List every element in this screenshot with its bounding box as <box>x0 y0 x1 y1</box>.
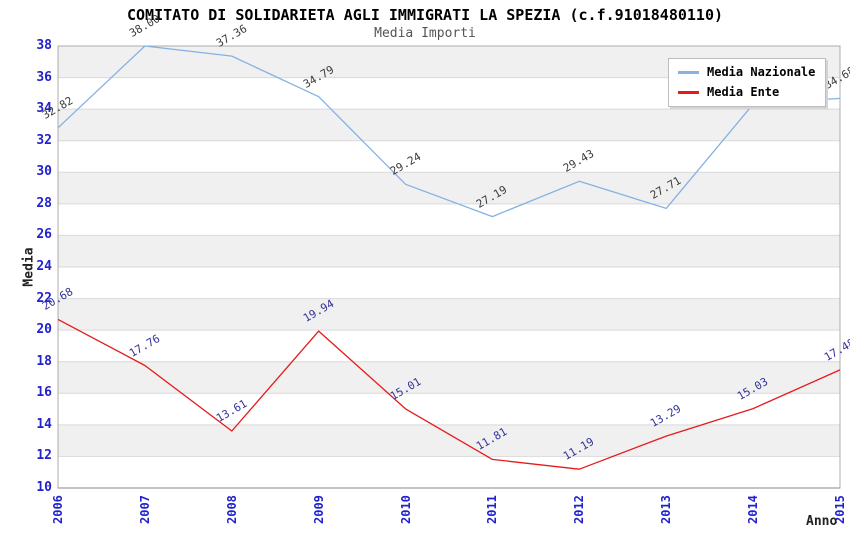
y-tick-label: 22 <box>36 290 52 306</box>
series-line-media-ente <box>57 318 841 470</box>
y-tick-label: 10 <box>36 480 52 495</box>
legend-label: Media Nazionale <box>707 65 816 79</box>
grid-band <box>58 298 840 331</box>
x-tick-label: 2007 <box>137 495 152 524</box>
y-tick-label: 34 <box>36 101 52 117</box>
chart-title: COMITATO DI SOLIDARIETA AGLI IMMIGRATI L… <box>126 6 724 24</box>
x-tick-label: 2011 <box>485 495 500 524</box>
y-tick-label: 12 <box>36 448 52 464</box>
y-tick-label: 32 <box>36 132 52 148</box>
y-tick-label: 18 <box>36 353 52 369</box>
grid-band <box>58 203 840 236</box>
y-tick-label: 20 <box>36 322 52 338</box>
y-tick-label: 16 <box>36 385 52 401</box>
x-tick-label: 2014 <box>746 495 761 524</box>
series-line-media-nazionale <box>57 45 841 218</box>
y-tick-label: 24 <box>36 259 52 274</box>
x-tick-label: 2010 <box>398 495 413 524</box>
x-tick-label: 2006 <box>51 495 65 524</box>
y-tick-label: 28 <box>36 195 52 211</box>
y-tick-label: 36 <box>36 69 52 85</box>
grid-band <box>58 140 840 173</box>
grid-band <box>58 235 840 267</box>
chart-subtitle: Media Importi <box>374 26 476 41</box>
legend-item-media-ente: Media Ente <box>678 85 815 99</box>
grid-band <box>58 109 840 141</box>
legend-item-media-nazionale: Media Nazionale <box>678 65 815 79</box>
y-tick-label: 38 <box>36 38 52 53</box>
x-tick-label: 2009 <box>311 495 326 524</box>
legend: Media Nazionale Media Ente <box>668 58 827 107</box>
y-tick-label: 30 <box>36 164 52 180</box>
legend-line-swatch-blue <box>678 70 699 74</box>
legend-label: Media Ente <box>707 85 780 99</box>
y-tick-label: 26 <box>36 227 52 243</box>
grid-band <box>58 393 840 425</box>
grid-band <box>58 424 840 457</box>
x-tick-label: 2013 <box>659 495 674 524</box>
x-axis-title: Anno <box>806 514 838 529</box>
x-tick-label: 2012 <box>572 495 587 524</box>
grid-band <box>58 361 840 394</box>
y-axis-title: Media <box>21 247 37 287</box>
grid-band <box>58 172 840 204</box>
grid-band <box>58 330 840 362</box>
grid-band <box>58 456 840 488</box>
legend-line-swatch-red <box>678 90 699 94</box>
grid-band <box>58 267 840 299</box>
y-tick-label: 14 <box>36 416 52 432</box>
x-tick-label: 2008 <box>224 495 239 524</box>
